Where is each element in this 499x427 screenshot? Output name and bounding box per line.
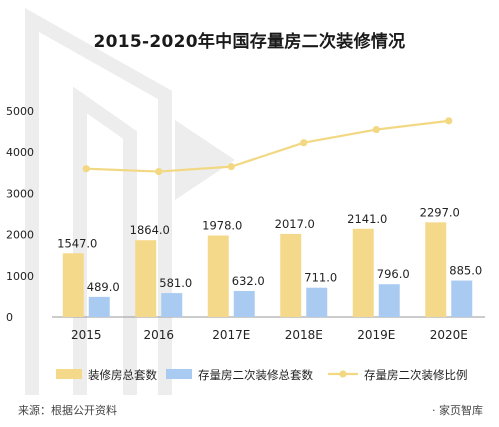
ratio-point	[300, 139, 308, 147]
y-axis: 0 1000 2000 3000 4000 5000	[6, 105, 34, 324]
data-label-total: 2141.0	[347, 212, 387, 226]
x-tick-label: 2019E	[357, 328, 395, 342]
bars: 1547.0 489.0 1864.0 581.0 1978.0 632.0 2017.0 7…	[57, 205, 482, 317]
bar-second-2015	[88, 296, 110, 317]
bar-second-2020E	[451, 280, 473, 317]
watermark-logo-icon	[25, 8, 235, 395]
legend-label-ratio: 存量房二次装修比例	[364, 368, 468, 382]
legend-swatch-total	[56, 369, 82, 379]
x-tick-label: 2015	[71, 328, 102, 342]
y-tick-label: 1000	[6, 270, 34, 283]
bar-second-2017E	[233, 290, 255, 317]
bar-total-2019E	[352, 228, 374, 317]
data-label-total: 2017.0	[275, 217, 315, 231]
data-label-second: 581.0	[159, 276, 192, 290]
y-tick-label: 4000	[6, 146, 34, 159]
ratio-point	[445, 117, 453, 125]
legend-swatch-second	[166, 369, 192, 379]
y-tick-label: 3000	[6, 187, 34, 200]
legend-label-second: 存量房二次装修总套数	[198, 368, 313, 382]
data-label-total: 1978.0	[202, 219, 242, 233]
x-tick-label: 2016	[143, 328, 174, 342]
y-tick-label: 5000	[6, 105, 34, 118]
x-axis-labels: 2015 2016 2017E 2018E 2019E 2020E	[71, 328, 468, 342]
bar-total-2018E	[280, 233, 302, 317]
x-tick-label: 2018E	[285, 328, 323, 342]
data-label-second: 885.0	[449, 264, 482, 278]
bar-second-2019E	[378, 284, 400, 317]
x-tick-label: 2017E	[212, 328, 250, 342]
brand-label: · 家页智库	[432, 404, 483, 417]
ratio-point	[227, 163, 235, 171]
bar-total-2017E	[207, 235, 229, 317]
legend-swatch-ratio-point	[339, 370, 347, 378]
data-label-total: 2297.0	[420, 205, 460, 219]
ratio-line	[82, 117, 453, 176]
bar-second-2018E	[306, 287, 328, 317]
ratio-point	[82, 165, 90, 173]
ratio-line-path	[86, 119, 449, 173]
data-label-second: 632.0	[232, 274, 265, 288]
y-tick-label: 0	[6, 311, 13, 324]
bar-second-2016	[161, 293, 183, 317]
ratio-point	[372, 125, 380, 134]
data-label-second: 489.0	[87, 280, 120, 294]
bar-total-2016	[135, 240, 157, 317]
data-label-total: 1547.0	[57, 236, 97, 250]
y-tick-label: 2000	[6, 229, 34, 242]
data-label-second: 711.0	[304, 271, 337, 285]
bar-total-2020E	[425, 222, 447, 317]
data-label-total: 1864.0	[130, 223, 170, 237]
chart-title: 2015-2020年中国存量房二次装修情况	[93, 32, 406, 52]
data-label-second: 796.0	[377, 267, 410, 281]
legend: 装修房总套数 存量房二次装修总套数 存量房二次装修比例	[56, 368, 468, 382]
ratio-point	[155, 167, 163, 176]
legend-label-total: 装修房总套数	[88, 368, 157, 382]
source-note: 来源：根据公开资料	[18, 404, 117, 417]
bar-total-2015	[62, 253, 84, 317]
x-tick-label: 2020E	[430, 328, 468, 342]
